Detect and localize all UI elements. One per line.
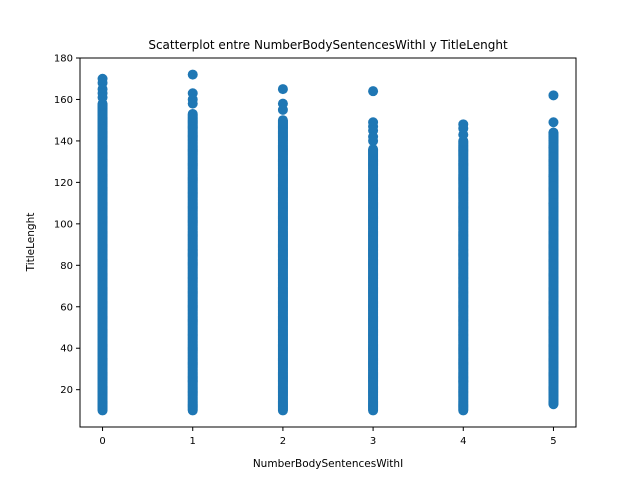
data-point bbox=[548, 117, 559, 128]
data-point bbox=[548, 198, 559, 209]
x-tick-label: 3 bbox=[370, 436, 376, 447]
y-tick-label: 140 bbox=[54, 136, 73, 147]
y-tick-label: 60 bbox=[60, 302, 73, 313]
data-point bbox=[97, 92, 108, 103]
y-tick-label: 120 bbox=[54, 178, 73, 189]
plot-area bbox=[80, 58, 576, 427]
x-tick-label: 0 bbox=[99, 436, 105, 447]
data-point bbox=[548, 160, 559, 171]
x-tick-label: 2 bbox=[280, 436, 286, 447]
y-tick-label: 100 bbox=[54, 219, 73, 230]
y-tick-label: 180 bbox=[54, 54, 73, 65]
data-points bbox=[97, 69, 559, 416]
chart-title: Scatterplot entre NumberBodySentencesWit… bbox=[148, 38, 508, 52]
x-axis-ticks: 0 1 2 3 4 5 bbox=[99, 427, 557, 447]
data-point bbox=[548, 181, 559, 192]
data-point bbox=[277, 104, 288, 115]
data-point bbox=[368, 86, 379, 97]
data-point bbox=[548, 90, 559, 101]
y-tick-label: 20 bbox=[60, 385, 73, 396]
x-tick-label: 4 bbox=[460, 436, 466, 447]
y-tick-label: 160 bbox=[54, 95, 73, 106]
y-axis-label: TitleLenght bbox=[25, 213, 37, 273]
data-point bbox=[368, 144, 379, 155]
data-point bbox=[548, 142, 559, 153]
y-tick-label: 80 bbox=[60, 261, 73, 272]
data-point bbox=[548, 152, 559, 163]
x-tick-label: 1 bbox=[190, 436, 196, 447]
data-point bbox=[368, 135, 379, 146]
data-point bbox=[548, 189, 559, 200]
x-axis-label: NumberBodySentencesWithI bbox=[253, 458, 403, 470]
data-point bbox=[187, 69, 198, 80]
data-point bbox=[277, 115, 288, 126]
x-tick-label: 5 bbox=[550, 436, 556, 447]
y-axis-ticks: 20 40 60 80 100 120 140 160 180 bbox=[54, 54, 80, 396]
data-point bbox=[277, 84, 288, 95]
data-point bbox=[187, 108, 198, 119]
data-point bbox=[458, 129, 469, 140]
data-point bbox=[548, 171, 559, 182]
data-point bbox=[187, 98, 198, 109]
plot-frame bbox=[79, 57, 577, 428]
y-tick-label: 40 bbox=[60, 344, 73, 355]
